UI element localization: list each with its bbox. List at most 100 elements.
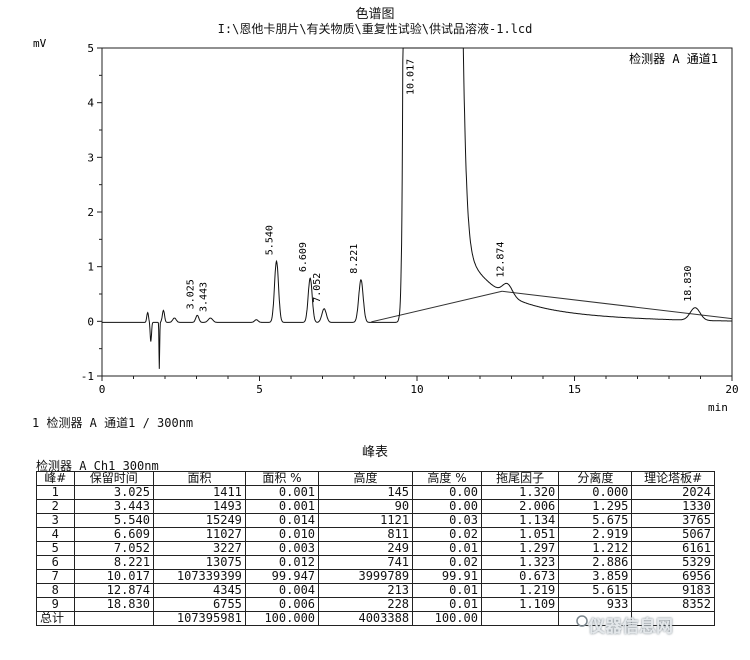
table-cell: 99.947 (244, 569, 320, 584)
table-cell: 4003388 (318, 611, 414, 626)
table-cell: 0.01 (412, 583, 482, 598)
table-cell: 1.134 (480, 513, 560, 528)
table-row: 5 7.052 3227 0.003 249 0.01 1.297 1.212 6161 (36, 541, 715, 556)
table-cell: 0.00 (412, 485, 482, 500)
table-cell: 3.025 (73, 485, 154, 500)
x-tick-label: 5 (256, 383, 263, 396)
chromatogram-trace (102, 47, 732, 369)
table-row: 9 18.830 6755 0.006 228 0.01 1.109 933 8352 (36, 597, 715, 612)
y-tick-label: 3 (87, 151, 94, 164)
file-path: I:\恩他卡朋片\有关物质\重复性试验\供试品溶液-1.lcd (217, 22, 533, 36)
column-header: 保留时间 (73, 471, 154, 486)
x-tick-label: 15 (568, 383, 581, 396)
watermark-logo-icon (576, 615, 588, 627)
table-cell: 0.001 (244, 485, 320, 500)
table-cell: 1.219 (480, 583, 560, 598)
x-unit-label: min (708, 401, 728, 414)
table-cell: 9183 (631, 583, 715, 598)
table-cell: 8352 (631, 597, 715, 612)
table-cell: 6161 (631, 541, 715, 556)
column-header: 峰# (36, 471, 75, 486)
peak-label: 12.874 (496, 242, 507, 278)
table-cell: 5.675 (558, 513, 633, 528)
table-row: 1 3.025 1411 0.001 145 0.00 1.320 0.000 2024 (36, 485, 715, 500)
table-cell: 1.295 (558, 499, 633, 514)
table-cell (73, 611, 154, 626)
table-cell: 5067 (631, 527, 715, 542)
table-cell: 228 (318, 597, 414, 612)
table-cell: 6.609 (73, 527, 154, 542)
table-row: 2 3.443 1493 0.001 90 0.00 2.006 1.295 1330 (36, 499, 715, 514)
table-row: 8 12.874 4345 0.004 213 0.01 1.219 5.615 9183 (36, 583, 715, 598)
table-cell: 1.109 (480, 597, 560, 612)
table-cell: 1493 (152, 499, 246, 514)
peak-label: 5.540 (265, 225, 276, 255)
table-cell: 0.012 (244, 555, 320, 570)
peak-label: 3.443 (198, 282, 209, 312)
table-cell: 3999789 (318, 569, 414, 584)
watermark: 仪器信息网 (588, 617, 673, 637)
column-header: 高度 (318, 471, 414, 486)
y-unit-label: mV (33, 37, 47, 50)
table-cell: 3227 (152, 541, 246, 556)
table-cell: 12.874 (73, 583, 154, 598)
table-cell: 10.017 (73, 569, 154, 584)
peak-label: 6.609 (298, 242, 309, 272)
table-cell: 811 (318, 527, 414, 542)
table-cell: 9 (36, 597, 75, 612)
table-cell: 3.859 (558, 569, 633, 584)
y-tick-label: 0 (87, 315, 94, 328)
table-cell: 3.443 (73, 499, 154, 514)
table-cell: 2 (36, 499, 75, 514)
table-cell: 2024 (631, 485, 715, 500)
table-cell: 0.02 (412, 555, 482, 570)
peak-label: 7.052 (312, 273, 323, 303)
table-cell: 0.673 (480, 569, 560, 584)
y-tick-label: 1 (87, 261, 94, 274)
table-cell: 0.00 (412, 499, 482, 514)
table-cell: 11027 (152, 527, 246, 542)
table-cell: 0.03 (412, 513, 482, 528)
column-header: 面积 % (244, 471, 320, 486)
detector-caption: 1 检测器 A 通道1 / 300nm (32, 416, 194, 430)
table-cell: 100.00 (412, 611, 482, 626)
peak-table: 峰# 保留时间 面积 面积 % 高度 高度 % 拖尾因子 分离度 理论塔板# 1 3.025 141… (36, 471, 715, 626)
table-cell: 3765 (631, 513, 715, 528)
integration-baseline (371, 290, 503, 323)
table-total-row: 总计 107395981 100.000 4003388 100.00 (36, 611, 715, 626)
table-cell: 100.000 (244, 611, 320, 626)
table-cell: 2.886 (558, 555, 633, 570)
chromatogram-chart: 0 5 10 15 20 -1 0 1 2 3 4 5 3.025 3.443 5.540 6.6097.0… (33, 37, 739, 414)
table-cell: 0.001 (244, 499, 320, 514)
peak-label: 18.830 (683, 266, 694, 302)
legend-label: 检测器 A 通道1 (629, 51, 718, 66)
table-cell (480, 611, 560, 626)
table-cell: 0.004 (244, 583, 320, 598)
table-cell (631, 611, 715, 626)
table-cell: 1 (36, 485, 75, 500)
table-cell: 99.91 (412, 569, 482, 584)
table-cell: 90 (318, 499, 414, 514)
table-row: 3 5.540 15249 0.014 1121 0.03 1.134 5.675 3765 (36, 513, 715, 528)
table-cell: 7 (36, 569, 75, 584)
peak-table-subtitle: 检测器 A Ch1 300nm (36, 459, 159, 473)
x-tick-label: 10 (410, 383, 423, 396)
table-cell: 1.212 (558, 541, 633, 556)
table-cell: 1.320 (480, 485, 560, 500)
column-header: 高度 % (412, 471, 482, 486)
column-header: 面积 (152, 471, 246, 486)
y-tick-label: 5 (87, 42, 94, 55)
integration-baselines (371, 290, 733, 323)
table-row: 7 10.017 107339399 99.947 3999789 99.91 0.673 3… (36, 569, 715, 584)
table-cell: 总计 (36, 611, 75, 626)
peak-table-title: 峰表 (361, 445, 388, 460)
table-cell: 18.830 (73, 597, 154, 612)
y-tick-label: 2 (87, 206, 94, 219)
table-cell: 15249 (152, 513, 246, 528)
table-cell: 5 (36, 541, 75, 556)
table-cell: 1121 (318, 513, 414, 528)
plot-frame (101, 47, 733, 377)
table-cell: 5.615 (558, 583, 633, 598)
table-cell: 6755 (152, 597, 246, 612)
